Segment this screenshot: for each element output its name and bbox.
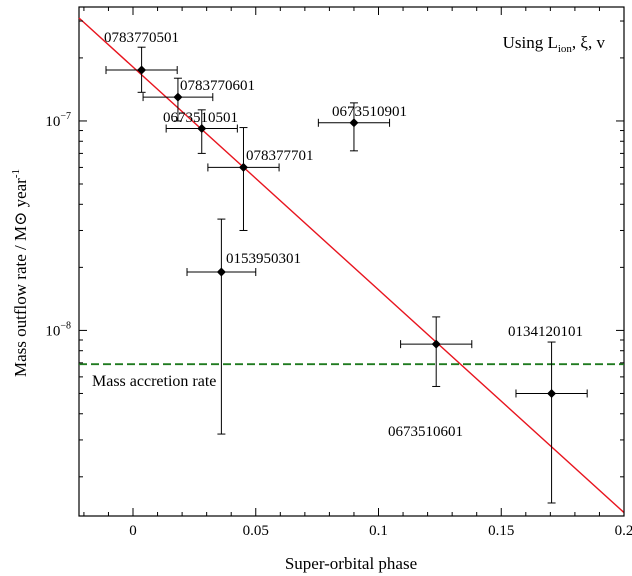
point-label: 0673510601	[388, 424, 463, 440]
fit-line	[78, 17, 625, 514]
x-tick-label: 0.2	[615, 523, 632, 539]
y-tick-label: 10−8	[45, 320, 71, 339]
axis-ticks-layer: 0 0.05 0.1 0.15 0.2 10−8 10−7	[45, 7, 632, 539]
point-label: 0673510901	[332, 104, 407, 120]
point-label: 0673510501	[163, 110, 238, 126]
data-point-0673510501	[165, 109, 238, 154]
diamond-marker	[431, 339, 441, 349]
point-label: 0783770501	[104, 30, 179, 46]
data-point-0783770601	[142, 77, 214, 122]
point-label: 0153950301	[226, 251, 301, 267]
x-tick-label: 0.15	[488, 523, 514, 539]
diamond-marker	[173, 92, 183, 102]
point-labels-layer: 0783770501 0783770601 0673510501 078377701 0…	[104, 30, 583, 440]
data-point-0153950301	[186, 218, 257, 435]
data-point-0783770501	[105, 46, 178, 93]
x-tick-label: 0	[129, 523, 137, 539]
data-point-0134120101	[515, 341, 588, 504]
reference-line-label: Mass accretion rate	[92, 373, 216, 390]
data-point-0673510601	[400, 316, 473, 387]
x-tick-label: 0.05	[243, 523, 269, 539]
fit-line-layer	[78, 17, 625, 514]
diamond-marker	[349, 118, 359, 128]
point-label: 078377701	[246, 148, 314, 164]
diamond-marker	[547, 388, 557, 398]
x-axis-label: Super-orbital phase	[285, 554, 417, 573]
point-label: 0783770601	[180, 78, 255, 94]
diamond-marker	[197, 124, 207, 134]
y-tick-label: 10−7	[45, 111, 71, 130]
point-label: 0134120101	[508, 324, 583, 340]
y-axis-label: Mass outflow rate / M⊙ year-1	[10, 169, 30, 377]
diamond-marker	[137, 65, 147, 75]
plot-frame	[78, 6, 625, 517]
x-tick-label: 0.1	[369, 523, 388, 539]
plot-border	[78, 6, 625, 517]
diamond-marker	[216, 267, 226, 277]
data-point-0673510901	[317, 102, 391, 152]
diamond-marker	[238, 162, 248, 172]
data-points-layer	[105, 46, 588, 504]
chart-annotation: Using Lion, ξ, v	[503, 33, 606, 55]
data-point-078377701	[207, 127, 280, 231]
